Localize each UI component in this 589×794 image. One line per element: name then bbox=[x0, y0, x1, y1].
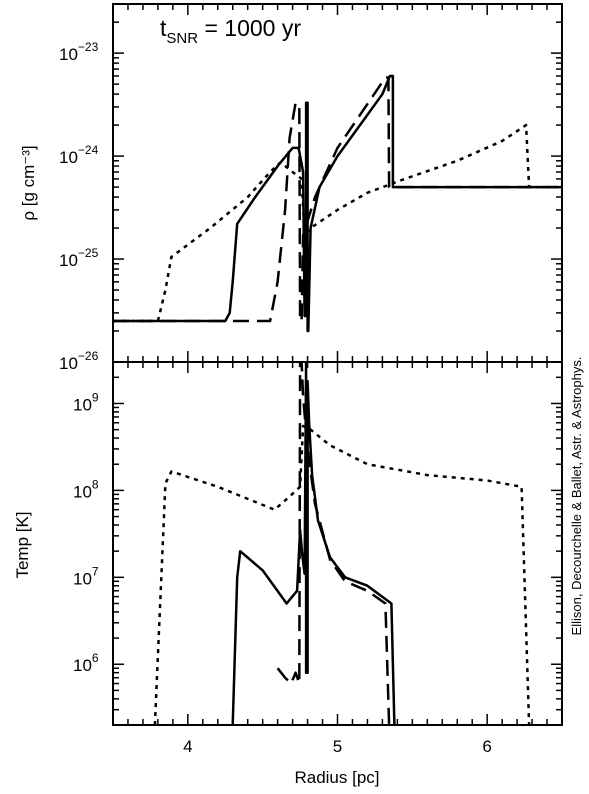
y-tick-exponent: 6 bbox=[92, 651, 99, 665]
radius-xtick-labels: 4 5 6 bbox=[183, 737, 492, 756]
y-tick-exponent: −23 bbox=[78, 40, 99, 54]
credit-text: Ellison, Decourchelle & Ballet, Astr. & … bbox=[569, 357, 584, 636]
y-tick-label: 10−24 bbox=[59, 143, 99, 167]
temperature-axis-ticks bbox=[112, 361, 563, 726]
temperature-axis-label: Temp [K] bbox=[13, 511, 32, 578]
density-ytick-labels: 10−26 10−25 10−24 10−23 bbox=[59, 40, 99, 373]
y-tick-exponent: 7 bbox=[92, 564, 99, 578]
temperature-series bbox=[153, 362, 531, 725]
y-tick-label: 10−25 bbox=[59, 246, 99, 270]
y-tick-label: 107 bbox=[73, 564, 99, 588]
density-axis-label: ρ [g cm⁻³] bbox=[19, 145, 38, 220]
y-tick-label: 108 bbox=[73, 477, 99, 501]
density-panel: 10−26 10−25 10−24 10−23 tSNR = 1000 yr ρ [g… bbox=[19, 3, 563, 373]
y-tick-exponent: 9 bbox=[92, 390, 99, 404]
y-tick-label: 10−23 bbox=[59, 40, 99, 64]
y-tick-label: 10−26 bbox=[59, 349, 99, 373]
x-tick-label: 5 bbox=[333, 737, 342, 756]
time-annotation: tSNR = 1000 yr bbox=[160, 15, 301, 47]
temperature-ytick-labels: 106 107 108 109 bbox=[73, 390, 99, 675]
x-tick-label: 6 bbox=[482, 737, 491, 756]
temperature-dashed-line bbox=[276, 362, 391, 725]
y-tick-exponent: 8 bbox=[92, 477, 99, 491]
x-tick-label: 4 bbox=[183, 737, 192, 756]
y-tick-label: 106 bbox=[73, 651, 99, 675]
density-dashed-line bbox=[113, 76, 562, 323]
temperature-dotted-line bbox=[153, 424, 531, 725]
y-tick-exponent: −25 bbox=[78, 246, 99, 260]
y-tick-exponent: −24 bbox=[78, 143, 99, 157]
temperature-panel: 106 107 108 109 4 5 6 Temp [K] Radius [pc] bbox=[13, 361, 563, 787]
density-solid-line bbox=[113, 74, 562, 333]
y-tick-exponent: −26 bbox=[78, 349, 99, 363]
radius-axis-label: Radius [pc] bbox=[294, 768, 379, 787]
y-tick-label: 109 bbox=[73, 390, 99, 414]
temperature-solid-line bbox=[231, 362, 396, 725]
density-series bbox=[113, 74, 562, 333]
density-dotted-line bbox=[113, 123, 562, 323]
